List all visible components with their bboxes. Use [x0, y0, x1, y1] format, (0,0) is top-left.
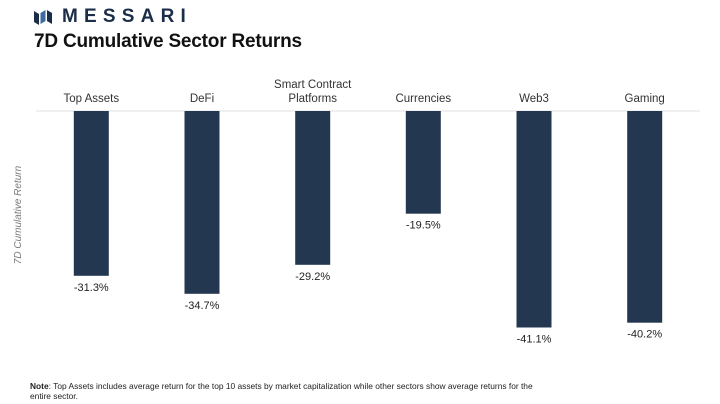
bar-value-label: -29.2% [295, 271, 330, 283]
bar [405, 111, 441, 214]
bar-value-label: -40.2% [627, 329, 662, 341]
bar [73, 111, 109, 276]
category-tick-label: Smart Contract [274, 79, 352, 91]
bar [295, 111, 331, 265]
bar-value-label: -41.1% [517, 334, 552, 346]
brand: MESSARI [34, 6, 192, 27]
category-tick-label: Gaming [625, 93, 665, 105]
category-tick-label: Platforms [288, 93, 337, 105]
category-tick-label: Web3 [519, 93, 549, 105]
bar [184, 111, 220, 294]
chart-title: 7D Cumulative Sector Returns [34, 31, 302, 52]
bar-value-label: -34.7% [185, 300, 220, 312]
y-axis-label: 7D Cumulative Return [13, 165, 24, 264]
messari-logo-icon [34, 10, 52, 25]
bar-value-label: -31.3% [74, 282, 109, 294]
category-tick-label: Top Assets [63, 93, 119, 105]
bar [516, 111, 552, 328]
category-tick-label: DeFi [190, 93, 214, 105]
category-tick-label: Currencies [395, 93, 451, 105]
footnote: Note: Top Assets includes average return… [30, 381, 550, 401]
bar [627, 111, 663, 323]
footnote-label: Note [30, 381, 49, 391]
bar-value-label: -19.5% [406, 220, 441, 232]
footnote-text: : Top Assets includes average return for… [30, 381, 533, 401]
brand-name: MESSARI [62, 6, 192, 27]
